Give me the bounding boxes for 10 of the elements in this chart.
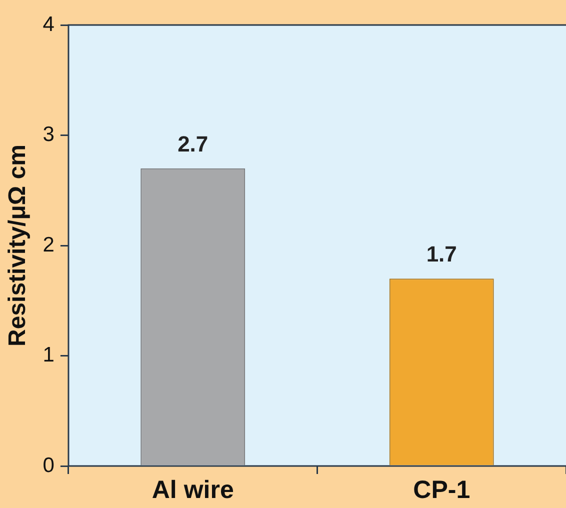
y-tick-label: 4 <box>42 12 55 36</box>
y-tick-label: 2 <box>42 233 54 256</box>
x-tick-label: CP-1 <box>413 476 470 504</box>
data-label: 2.7 <box>178 131 208 156</box>
y-axis-title: Resistivity/μΩ cm <box>4 144 32 347</box>
x-tick-label: Al wire <box>152 476 234 504</box>
y-tick-label: 0 <box>42 454 54 477</box>
data-label: 1.7 <box>426 242 457 267</box>
y-tick-label: 1 <box>42 344 54 367</box>
y-tick-label: 3 <box>42 123 54 146</box>
